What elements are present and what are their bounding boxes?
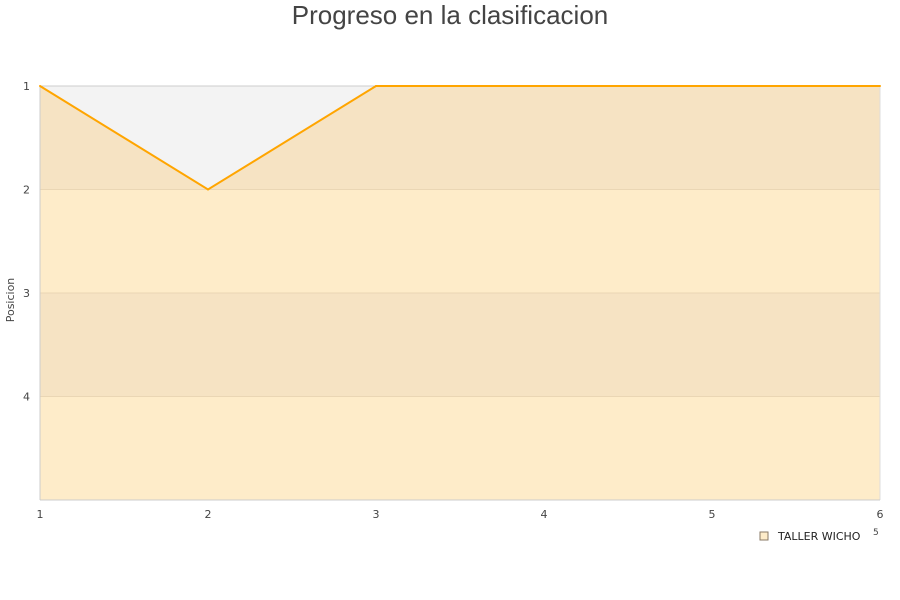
- x-tick-label: 2: [205, 508, 212, 521]
- legend-swatch: [759, 531, 769, 541]
- data-point-4: [543, 85, 545, 87]
- data-point-5: [711, 85, 713, 87]
- y-tick-label: 3: [23, 287, 30, 300]
- data-point-3: [375, 85, 377, 87]
- y-tick-label: 4: [23, 391, 30, 404]
- legend-label: TALLER WICHO: [777, 530, 861, 543]
- data-point-6: [879, 85, 881, 87]
- chart-title: Progreso en la clasificacion: [291, 0, 609, 30]
- x-tick-label: 1: [37, 508, 44, 521]
- y-axis-label: Posicion: [4, 278, 17, 323]
- area-band-3: [40, 293, 880, 397]
- x-tick-label: 4: [541, 508, 548, 521]
- y-tick-label: 2: [23, 184, 30, 197]
- annotation-text: 5: [873, 528, 879, 538]
- y-tick-label: 1: [23, 80, 30, 93]
- x-tick-label: 5: [709, 508, 716, 521]
- area-band-2: [40, 189, 880, 293]
- data-point-1: [39, 85, 41, 87]
- series-line-taller-wicho: [39, 85, 880, 191]
- x-tick-label: 3: [373, 508, 380, 521]
- x-tick-label: 6: [877, 508, 884, 521]
- area-band-4: [40, 396, 880, 500]
- data-point-2: [207, 188, 209, 191]
